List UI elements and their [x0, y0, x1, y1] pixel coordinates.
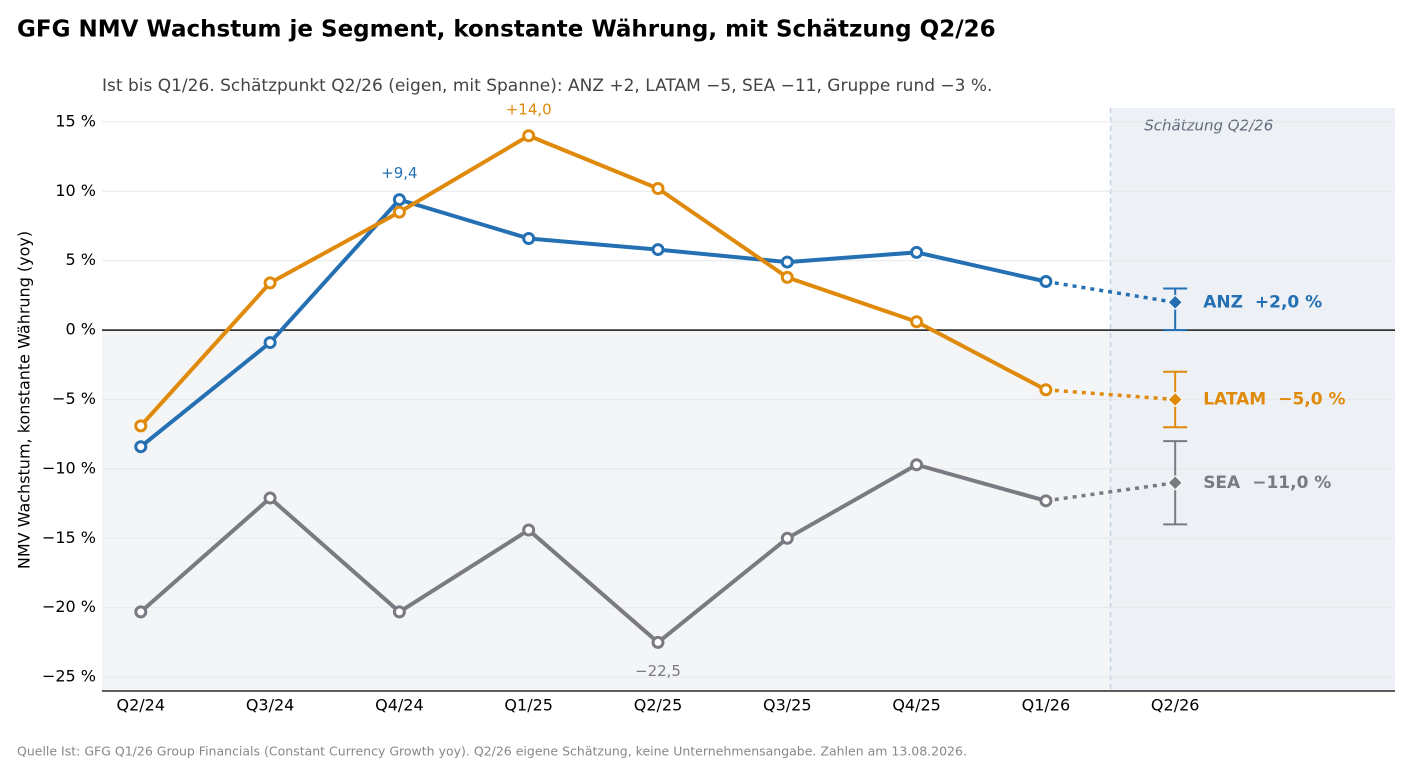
data-point	[134, 605, 148, 619]
estimate-value-label: −11,0 %	[1252, 473, 1331, 493]
data-point	[392, 205, 406, 219]
data-point	[651, 635, 665, 649]
y-tick-label: 5 %	[66, 250, 96, 269]
data-point	[522, 231, 536, 245]
data-point	[134, 440, 148, 454]
y-tick-label: −25 %	[42, 667, 96, 686]
y-axis-label: NMV Wachstum, konstante Währung (yoy)	[15, 231, 34, 569]
chart-subtitle: Ist bis Q1/26. Schätzpunkt Q2/26 (eigen,…	[102, 76, 992, 96]
series-name: ANZ	[1203, 292, 1243, 312]
estimate-marker	[1167, 475, 1183, 491]
data-point	[392, 605, 406, 619]
data-point	[263, 276, 277, 290]
forecast-label: Schätzung Q2/26	[1144, 117, 1273, 135]
data-point	[1039, 383, 1053, 397]
x-tick-label: Q3/25	[763, 696, 812, 715]
series-line	[139, 197, 1047, 449]
x-tick-label: Q4/25	[892, 696, 941, 715]
data-point	[522, 523, 536, 537]
data-point	[392, 193, 406, 207]
data-point	[910, 245, 924, 259]
estimate-label: ANZ +2,0 %	[1203, 292, 1322, 312]
data-point	[134, 419, 148, 433]
estimate-marker	[1167, 294, 1183, 311]
data-point	[780, 255, 794, 269]
x-tick-label: Q2/26	[1151, 696, 1200, 715]
data-point	[1039, 494, 1053, 508]
series-name: SEA	[1203, 473, 1241, 493]
series-line	[139, 462, 1047, 645]
estimate-connector	[1045, 388, 1176, 402]
y-tick-label: −15 %	[42, 528, 96, 547]
y-tick-label: −20 %	[42, 597, 96, 616]
estimate-marker	[1167, 391, 1183, 408]
data-point	[910, 458, 924, 472]
y-tick-label: 15 %	[55, 111, 96, 130]
estimate-label: SEA −11,0 %	[1203, 473, 1331, 493]
x-tick-label: Q2/25	[634, 696, 683, 715]
y-tick-label: 10 %	[55, 181, 96, 200]
data-point	[910, 315, 924, 329]
estimate-connector	[1045, 481, 1176, 503]
data-label: +9,4	[381, 164, 417, 182]
x-tick-label: Q1/26	[1022, 696, 1071, 715]
y-tick-label: 0 %	[66, 320, 96, 339]
data-label: +14,0	[506, 100, 552, 118]
data-point	[522, 129, 536, 143]
series-line	[139, 133, 1047, 428]
data-point	[651, 182, 665, 196]
estimate-label: LATAM −5,0 %	[1203, 390, 1345, 410]
data-point	[780, 270, 794, 284]
estimate-value-label: −5,0 %	[1278, 390, 1345, 410]
estimate-connector	[1045, 279, 1176, 305]
y-tick-label: −10 %	[42, 458, 96, 477]
data-point	[780, 531, 794, 545]
x-tick-label: Q1/25	[504, 696, 553, 715]
y-tick-label: −5 %	[52, 389, 96, 408]
series-name: LATAM	[1203, 390, 1266, 410]
data-point	[263, 491, 277, 505]
data-point	[651, 243, 665, 257]
x-tick-label: Q4/24	[375, 696, 424, 715]
x-tick-label: Q2/24	[117, 696, 166, 715]
estimate-value-label: +2,0 %	[1255, 292, 1322, 312]
chart-title: GFG NMV Wachstum je Segment, konstante W…	[17, 17, 996, 43]
data-point	[263, 336, 277, 350]
source-note: Quelle Ist: GFG Q1/26 Group Financials (…	[17, 744, 967, 759]
data-point	[1039, 275, 1053, 289]
data-label: −22,5	[635, 662, 681, 680]
x-tick-label: Q3/24	[246, 696, 295, 715]
